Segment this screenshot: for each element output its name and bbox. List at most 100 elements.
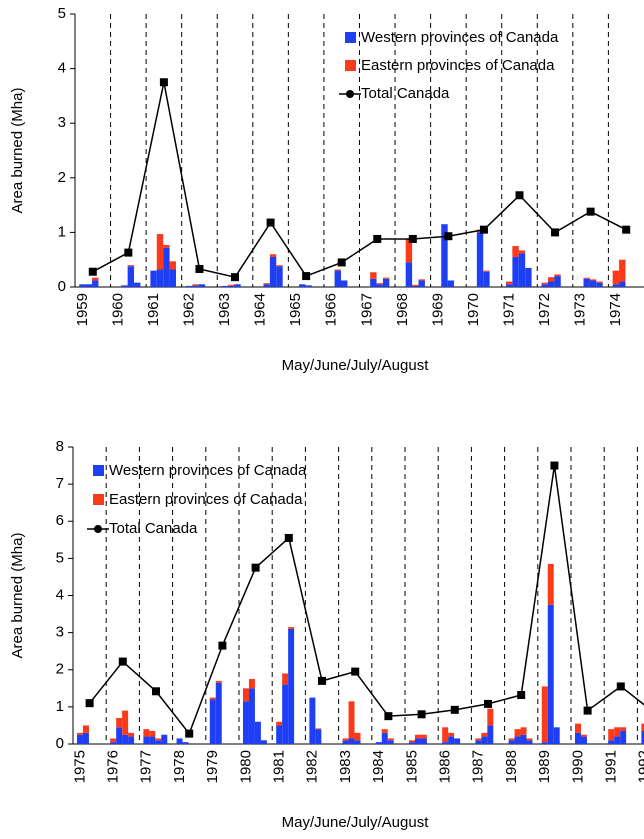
bar-segment [143, 729, 150, 737]
total-marker [517, 690, 526, 699]
bar-segment [612, 284, 620, 287]
y-tick-label: 3 [56, 624, 64, 641]
total-marker [408, 234, 417, 243]
total-marker [159, 78, 168, 87]
total-marker [284, 533, 293, 542]
bar-segment [408, 742, 415, 744]
bar-segment [150, 270, 157, 287]
bar-segment [234, 284, 241, 287]
bar-segment [382, 277, 390, 279]
total-marker [251, 563, 260, 572]
bar-segment [110, 738, 117, 743]
y-tick-label: 5 [58, 5, 66, 22]
bar-segment [620, 731, 627, 744]
y-tick-label: 1 [58, 223, 66, 240]
x-tick-label: 1965 [287, 293, 304, 326]
bar-segment [276, 265, 283, 267]
bar-segment [198, 284, 206, 287]
legend-label: Western provinces of Canada [361, 29, 559, 46]
x-tick-label: 1960 [109, 293, 126, 326]
x-tick-label: 1991 [602, 750, 619, 783]
y-tick-label: 4 [56, 586, 64, 603]
bar-segment [116, 718, 123, 728]
legend-label: Western provinces of Canada [109, 462, 307, 479]
y-tick-label: 3 [58, 114, 66, 131]
x-tick-label: 1986 [436, 750, 453, 783]
bar-segment [161, 734, 168, 744]
total-marker [231, 273, 240, 282]
bar-segment [263, 284, 270, 287]
bar-segment [221, 285, 228, 287]
legend-label: Eastern provinces of Canada [109, 491, 303, 508]
legend-label: Eastern provinces of Canada [361, 57, 555, 74]
bar-segment [620, 727, 627, 732]
legend-marker [94, 525, 102, 533]
bar-segment [227, 284, 235, 286]
bar-segment [547, 604, 554, 744]
total-marker [88, 267, 97, 276]
total-marker [550, 461, 559, 470]
bar-segment [454, 738, 461, 744]
bar-segment [381, 732, 388, 744]
bar-segment [547, 277, 555, 282]
legend-marker [346, 90, 354, 98]
bar-segment [589, 279, 597, 281]
bar-segment [263, 283, 270, 285]
x-tick-label: 1967 [358, 293, 375, 326]
bar-segment [512, 246, 519, 257]
total-line [92, 82, 627, 279]
bar-segment [505, 281, 513, 285]
total-marker [318, 676, 326, 685]
bar-segment [505, 284, 513, 287]
bar-segment [475, 740, 482, 744]
bar-segment [156, 269, 164, 287]
x-tick-label: 1976 [104, 750, 121, 783]
bar-segment [116, 727, 123, 744]
bar-segment [596, 281, 603, 283]
total-line [89, 465, 644, 736]
total-marker [185, 729, 194, 738]
bar-segment [408, 740, 415, 743]
bar-segment [387, 740, 394, 744]
bar-segment [376, 284, 383, 287]
y-axis-label: Area burned (Mha) [9, 533, 26, 659]
bar-segment [269, 256, 277, 287]
total-marker [417, 710, 426, 719]
x-tick-label: 1962 [180, 293, 197, 326]
bar-segment [242, 688, 249, 702]
bar-segment [82, 732, 89, 744]
bar-segment [554, 276, 561, 287]
bar-segment [447, 280, 455, 287]
bar-segment [354, 732, 361, 741]
bar-segment [574, 732, 581, 744]
bar-segment [514, 736, 521, 744]
total-marker [266, 218, 275, 227]
total-marker [302, 272, 311, 281]
total-marker [118, 657, 127, 666]
bar-segment [315, 728, 322, 730]
bar-segment [282, 673, 289, 685]
legend-label: Total Canada [361, 85, 450, 102]
bar-segment [370, 272, 377, 279]
total-marker [85, 699, 94, 708]
x-axis-label: May/June/July/August [282, 814, 430, 831]
total-marker [152, 687, 160, 696]
bar-segment [215, 682, 222, 744]
x-axis-label: May/June/July/August [282, 357, 430, 374]
bar-segment [192, 285, 199, 287]
bar-segment [340, 280, 348, 287]
total-marker [622, 225, 631, 234]
bar-segment [342, 740, 349, 744]
bar-segment [370, 278, 377, 287]
bar-segment [525, 267, 532, 287]
bar-segment [348, 701, 355, 739]
bar-segment [441, 224, 448, 287]
bar-segment [242, 701, 249, 744]
x-tick-label: 1966 [323, 293, 340, 326]
bar-segment [547, 563, 554, 605]
x-tick-label: 1988 [503, 750, 520, 783]
bar-segment [541, 686, 548, 743]
bar-segment [121, 285, 128, 287]
x-tick-label: 1963 [216, 293, 233, 326]
bar-segment [614, 727, 621, 737]
